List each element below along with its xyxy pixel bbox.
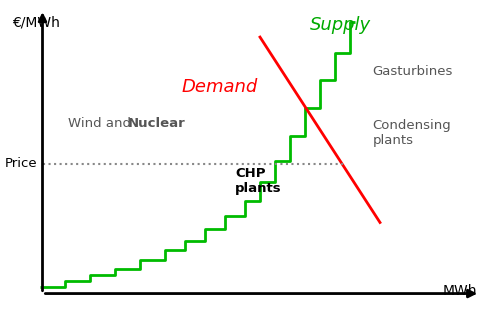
- Text: Supply: Supply: [310, 16, 371, 34]
- Text: MWh: MWh: [443, 284, 478, 298]
- Text: Gasturbines: Gasturbines: [372, 65, 453, 78]
- Text: Nuclear: Nuclear: [128, 117, 185, 130]
- Text: Wind and: Wind and: [68, 117, 135, 130]
- Text: Condensing
plants: Condensing plants: [372, 119, 451, 147]
- Text: Demand: Demand: [182, 78, 258, 95]
- Text: CHP
plants: CHP plants: [235, 167, 282, 195]
- Text: Price: Price: [5, 157, 38, 170]
- Text: €/MWh: €/MWh: [12, 15, 60, 29]
